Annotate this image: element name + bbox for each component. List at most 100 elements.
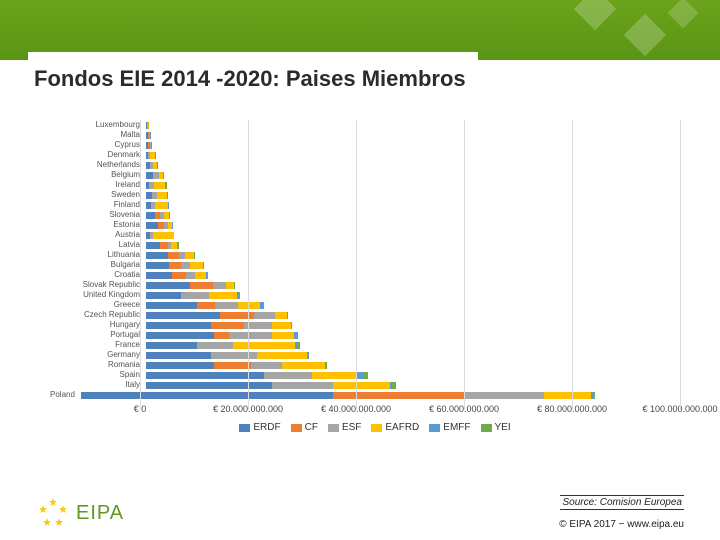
logo-text: EIPA xyxy=(76,502,124,525)
table-row: United Kingdom xyxy=(50,290,590,300)
segment-erdf xyxy=(146,252,168,259)
segment-eafrd xyxy=(148,122,149,129)
segment-yei xyxy=(239,292,240,299)
table-row: Portugal xyxy=(50,330,590,340)
table-row: Ireland xyxy=(50,180,590,190)
stacked-bar xyxy=(146,191,590,199)
segment-erdf xyxy=(146,262,169,269)
segment-esf xyxy=(186,272,195,279)
stacked-bar xyxy=(146,301,590,309)
stacked-bar xyxy=(146,151,590,159)
segment-cf xyxy=(190,282,213,289)
legend-label: EAFRD xyxy=(385,422,419,433)
segment-erdf xyxy=(146,382,272,389)
row-label: Netherlands xyxy=(50,161,146,169)
segment-esf xyxy=(229,332,272,339)
stacked-bar xyxy=(146,281,590,289)
segment-eafrd xyxy=(257,352,308,359)
segment-cf xyxy=(214,362,252,369)
segment-erdf xyxy=(81,392,333,399)
row-label: Denmark xyxy=(50,151,146,159)
segment-yei xyxy=(392,382,395,389)
table-row: Romania xyxy=(50,360,590,370)
segment-yei xyxy=(594,392,595,399)
segment-esf xyxy=(251,362,281,369)
segment-eafrd xyxy=(185,252,194,259)
segment-cf xyxy=(160,242,168,249)
gridline xyxy=(356,120,357,410)
segment-erdf xyxy=(146,302,197,309)
chart-legend: ERDFCFESFEAFRDEMFFYEI xyxy=(50,422,690,433)
gridline xyxy=(680,120,681,410)
segment-erdf xyxy=(146,362,214,369)
row-label: Finland xyxy=(50,201,146,209)
stacked-bar xyxy=(146,201,590,209)
stacked-bar xyxy=(146,171,590,179)
legend-swatch xyxy=(291,424,302,432)
segment-eafrd xyxy=(155,202,168,209)
source-line: Source: Comision Europea xyxy=(560,495,684,510)
segment-esf xyxy=(464,392,544,399)
stacked-bar xyxy=(146,131,590,139)
legend-label: EMFF xyxy=(443,422,470,433)
segment-cf xyxy=(197,302,215,309)
stacked-bar xyxy=(146,211,590,219)
segment-eafrd xyxy=(233,342,295,349)
legend-swatch xyxy=(481,424,492,432)
stacked-bar xyxy=(146,371,590,379)
row-label: Bulgaria xyxy=(50,261,146,269)
segment-esf xyxy=(197,342,233,349)
segment-erdf xyxy=(146,222,158,229)
gridline xyxy=(464,120,465,410)
stacked-bar xyxy=(146,261,590,269)
stacked-bar xyxy=(146,341,590,349)
segment-cf xyxy=(214,332,230,339)
table-row: France xyxy=(50,340,590,350)
legend-swatch xyxy=(328,424,339,432)
row-label: Cyprus xyxy=(50,141,146,149)
row-label: Estonia xyxy=(50,221,146,229)
segment-eafrd xyxy=(312,372,357,379)
segment-erdf xyxy=(146,372,264,379)
table-row: Netherlands xyxy=(50,160,590,170)
gridline xyxy=(248,120,249,410)
stacked-bar xyxy=(146,221,590,229)
row-label: Hungary xyxy=(50,321,146,329)
segment-eafrd xyxy=(209,292,237,299)
row-label: Portugal xyxy=(50,331,146,339)
legend-swatch xyxy=(239,424,250,432)
stacked-bar xyxy=(146,291,590,299)
row-label: United Kingdom xyxy=(50,291,146,299)
segment-emff xyxy=(307,352,308,359)
segment-cf xyxy=(211,322,244,329)
segment-eafrd xyxy=(226,282,234,289)
legend-label: ESF xyxy=(342,422,361,433)
segment-esf xyxy=(211,352,257,359)
table-row: Cyprus xyxy=(50,140,590,150)
table-row: Denmark xyxy=(50,150,590,160)
segment-yei xyxy=(298,342,300,349)
row-label: Sweden xyxy=(50,191,146,199)
segment-emff xyxy=(155,152,156,159)
row-label: Luxembourg xyxy=(50,121,146,129)
decor-star xyxy=(667,0,698,29)
segment-erdf xyxy=(146,342,197,349)
logo-stars-icon xyxy=(36,496,70,530)
segment-eafrd xyxy=(238,302,261,309)
stacked-bar xyxy=(146,141,590,149)
segment-eafrd xyxy=(272,322,290,329)
segment-esf xyxy=(254,312,275,319)
segment-erdf xyxy=(146,352,211,359)
legend-swatch xyxy=(371,424,382,432)
segment-emff xyxy=(157,162,158,169)
legend-swatch xyxy=(429,424,440,432)
table-row: Greece xyxy=(50,300,590,310)
title-plate: Fondos EIE 2014 -2020: Paises Miembros xyxy=(28,52,478,106)
segment-yei xyxy=(263,302,264,309)
segment-eafrd xyxy=(195,272,206,279)
table-row: Belgium xyxy=(50,170,590,180)
table-row: Croatia xyxy=(50,270,590,280)
segment-erdf xyxy=(146,332,214,339)
row-label: Latvia xyxy=(50,241,146,249)
row-label: Austria xyxy=(50,231,146,239)
